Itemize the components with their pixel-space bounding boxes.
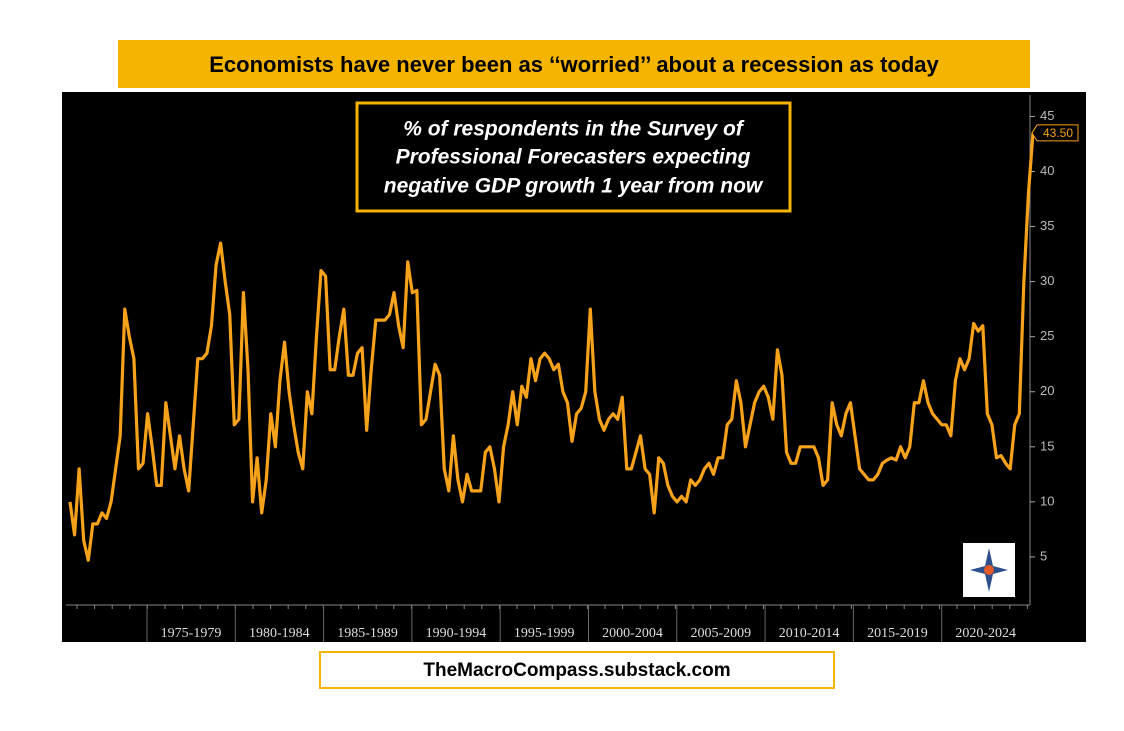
subtitle-box	[355, 101, 792, 213]
logo	[963, 543, 1015, 597]
x-tick-label: 1985-1989	[337, 626, 398, 641]
footer-box	[319, 651, 835, 689]
title-banner	[118, 40, 1030, 88]
x-tick-label: 1995-1999	[514, 626, 575, 641]
subtitle: Professional Forecasters expecting	[396, 146, 751, 169]
y-tick-label: 35	[1040, 218, 1054, 233]
footer: TheMacroCompass.substack.com	[423, 660, 730, 681]
x-tick-label: 2000-2004	[602, 626, 663, 641]
x-tick-label: 1980-1984	[249, 626, 310, 641]
y-tick-label: 5	[1040, 548, 1047, 563]
y-tick-label: 30	[1040, 273, 1054, 288]
y-tick-label: 10	[1040, 493, 1054, 508]
last-value-tag	[1031, 124, 1079, 142]
subtitle: % of respondents in the Survey of	[403, 118, 745, 141]
x-tick-label: 2020-2024	[955, 626, 1016, 641]
x-tick-label: 1990-1994	[426, 626, 487, 641]
subtitle: negative GDP growth 1 year from now	[384, 175, 764, 198]
chart-title: Economists have never been as ‘‘worried’…	[209, 52, 939, 77]
x-tick-label: 1975-1979	[161, 626, 222, 641]
line-series	[68, 132, 1035, 562]
y-tick-label: 45	[1040, 108, 1054, 123]
y-tick-label: 25	[1040, 328, 1054, 343]
y-tick-label: 15	[1040, 438, 1054, 453]
last-value-label: 43.50	[1043, 126, 1073, 140]
y-tick-label: 20	[1040, 383, 1054, 398]
x-tick-label: 2005-2009	[690, 626, 751, 641]
x-tick-label: 2015-2019	[867, 626, 928, 641]
y-tick-label: 40	[1040, 163, 1054, 178]
x-tick-label: 2010-2014	[779, 626, 840, 641]
